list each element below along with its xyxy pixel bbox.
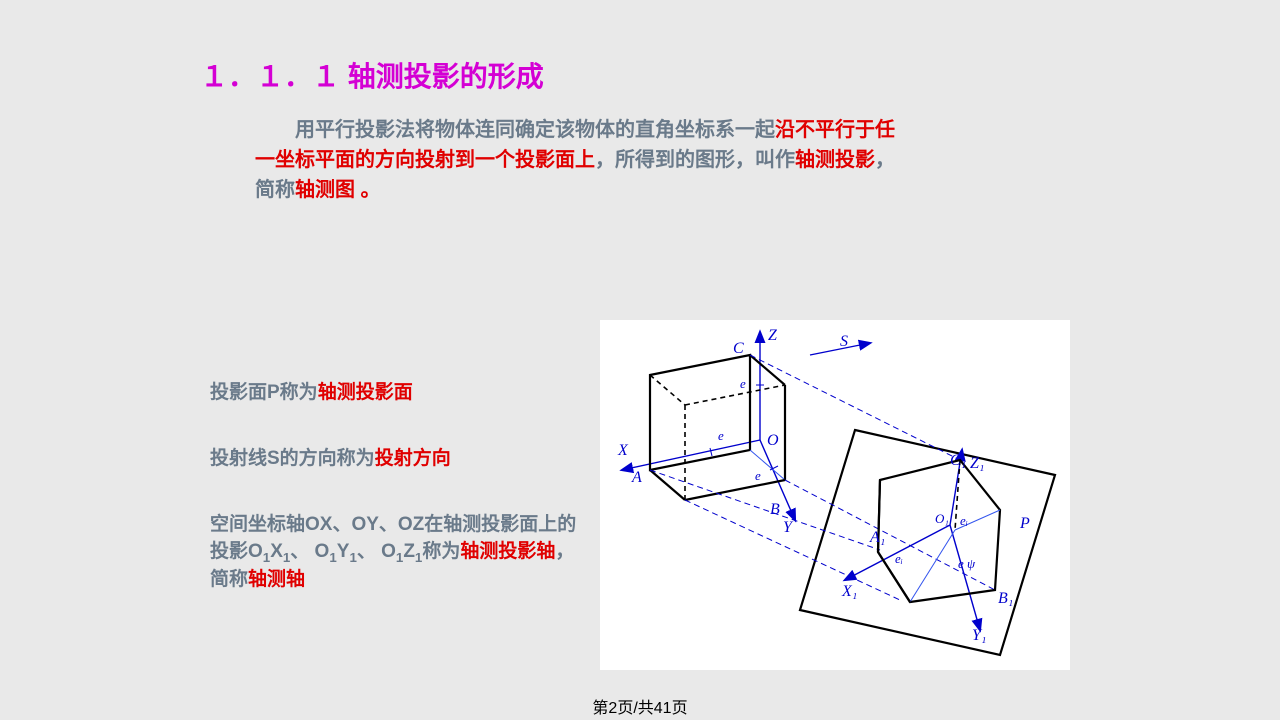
svg-text:S: S — [840, 333, 848, 350]
svg-text:B: B — [770, 501, 780, 518]
d2a: 投射线S的方向称为 — [210, 448, 375, 469]
t4: 轴测投影 — [795, 149, 875, 171]
d3j: 轴测轴 — [248, 569, 305, 590]
svg-text:e: e — [718, 428, 724, 443]
page-number: 第2页/共41页 — [0, 694, 1280, 718]
svg-text:eᵢ: eᵢ — [960, 513, 968, 528]
svg-text:O₁: O₁ — [935, 511, 949, 526]
svg-text:eᵢ: eᵢ — [895, 551, 903, 566]
indent — [255, 119, 295, 141]
d1b: 轴测投影面 — [318, 382, 413, 403]
definition-3: 空间坐标轴OX、OY、OZ在轴测投影面上的投影O1X1、 O1Y1、 O1Z1称… — [210, 512, 590, 594]
d3g: 称为 — [422, 541, 460, 562]
t3: ，所得到的图形，叫作 — [595, 149, 795, 171]
t6: 轴测图 。 — [295, 179, 381, 201]
t1: 用平行投影法将物体连同确定该物体的直角坐标系一起 — [295, 119, 775, 141]
svg-text:A₁: A₁ — [869, 529, 885, 546]
svg-text:A: A — [631, 469, 642, 486]
s3: 1 — [329, 549, 336, 564]
svg-text:O: O — [767, 432, 779, 449]
slide-title: １．１．１ 轴测投影的形成 — [200, 55, 544, 95]
projection-plane — [800, 430, 1055, 655]
intro-text: 用平行投影法将物体连同确定该物体的直角坐标系一起沿不平行于任一坐标平面的方向投射… — [255, 115, 905, 205]
d3b: X — [270, 541, 283, 562]
d2b: 投射方向 — [375, 448, 451, 469]
svg-text:Z₁: Z₁ — [970, 455, 984, 472]
svg-text:X: X — [617, 442, 629, 459]
projection-rays — [650, 355, 995, 600]
d3c: 、 O — [290, 541, 329, 562]
svg-text:Z: Z — [768, 327, 778, 344]
d3d: Y — [337, 541, 350, 562]
svg-text:Y: Y — [783, 519, 794, 536]
svg-text:Y₁: Y₁ — [972, 627, 986, 644]
svg-text:C₁: C₁ — [950, 452, 966, 469]
definition-1: 投影面P称为轴测投影面 — [210, 380, 590, 407]
svg-text:X₁: X₁ — [841, 583, 857, 600]
s4: 1 — [349, 549, 356, 564]
original-cube — [622, 332, 795, 520]
svg-text:e: e — [740, 376, 746, 391]
diagram-labels: Z C S X A O e e e B Y C₁ Z₁ O₁ eᵢ A₁ eᵢ … — [617, 327, 1030, 644]
svg-text:e: e — [755, 468, 761, 483]
axonometric-diagram: Z C S X A O e e e B Y C₁ Z₁ O₁ eᵢ A₁ eᵢ … — [600, 320, 1070, 670]
svg-text:C: C — [733, 340, 744, 357]
projected-cube — [845, 450, 1000, 630]
definition-2: 投射线S的方向称为投射方向 — [210, 446, 590, 473]
svg-text:B₁: B₁ — [998, 590, 1013, 607]
d3e: 、 O — [357, 541, 396, 562]
svg-text:e ψ: e ψ — [958, 556, 976, 571]
d3f: Z — [403, 541, 415, 562]
d1a: 投影面P称为 — [210, 382, 318, 403]
svg-text:P: P — [1019, 515, 1030, 532]
d3h: 轴测投影轴 — [460, 541, 555, 562]
